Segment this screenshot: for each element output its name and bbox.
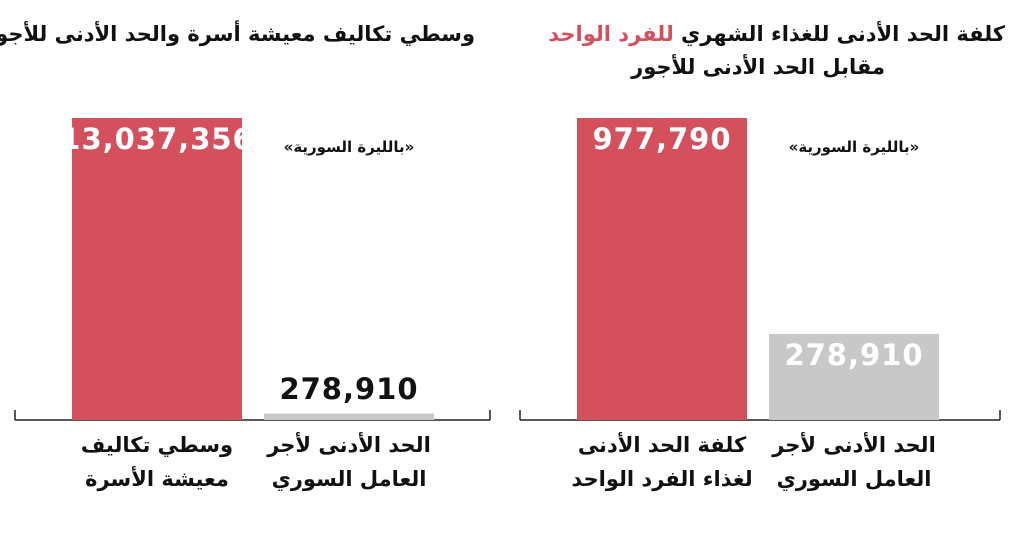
title-part: للفرد الواحد [548, 22, 674, 46]
category-line: العامل السوري [267, 462, 431, 496]
category-label: كلفة الحد الأدنى لغذاء الفرد الواحد [571, 428, 752, 496]
value-label: 278,910 [279, 372, 418, 406]
category-label: الحد الأدنى لأجر العامل السوري [772, 428, 936, 496]
value-text: 278,910 [784, 337, 924, 372]
unit-text: «بالليرة السورية» [283, 138, 415, 156]
category-text: الحد الأدنى لأجر [772, 433, 936, 457]
category-line: معيشة الأسرة [81, 462, 233, 496]
category-line: الحد الأدنى لأجر [267, 428, 431, 462]
value-label: 977,790 [592, 122, 731, 156]
unit-text: «بالليرة السورية» [788, 138, 920, 156]
category-text: معيشة الأسرة [85, 467, 229, 491]
category-text: لغذاء الفرد الواحد [571, 467, 753, 491]
category-line: وسطي تكاليف [81, 428, 233, 462]
unit-label: «بالليرة السورية» [284, 138, 415, 156]
category-label: وسطي تكاليف معيشة الأسرة [81, 428, 233, 496]
value-text: 13,037,356 [60, 122, 254, 156]
value-text: 278,910 [279, 371, 419, 406]
category-text: العامل السوري [271, 467, 427, 491]
category-text: الحد الأدنى لأجر [267, 433, 431, 457]
category-line: كلفة الحد الأدنى [571, 428, 752, 462]
value-text: 977,790 [592, 122, 732, 156]
chart-title: وسطي تكاليف معيشة أسرة والحد الأدنى للأج… [0, 22, 475, 46]
category-text: العامل السوري [776, 467, 932, 491]
subtitle-text: مقابل الحد الأدنى للأجور [631, 55, 885, 79]
category-line: الحد الأدنى لأجر [772, 428, 936, 462]
bar [72, 118, 242, 420]
value-label: 13,037,356 [60, 122, 253, 156]
bar [577, 118, 747, 420]
category-text: وسطي تكاليف [80, 433, 234, 457]
chart-subtitle: مقابل الحد الأدنى للأجور [631, 55, 885, 79]
value-label: 278,910 [784, 338, 923, 372]
category-line: العامل السوري [772, 462, 936, 496]
bar [769, 333, 939, 420]
category-text: كلفة الحد الأدنى [577, 433, 747, 457]
category-line: لغذاء الفرد الواحد [571, 462, 752, 496]
title-part: وسطي تكاليف معيشة أسرة والحد الأدنى للأج… [0, 22, 475, 46]
title-part: كلفة الحد الأدنى للغذاء الشهري [681, 22, 1005, 46]
category-label: الحد الأدنى لأجر العامل السوري [267, 428, 431, 496]
bar [264, 413, 434, 420]
chart-title: كلفة الحد الأدنى للغذاء الشهري للفرد الو… [548, 22, 1005, 46]
unit-label: «بالليرة السورية» [789, 138, 920, 156]
